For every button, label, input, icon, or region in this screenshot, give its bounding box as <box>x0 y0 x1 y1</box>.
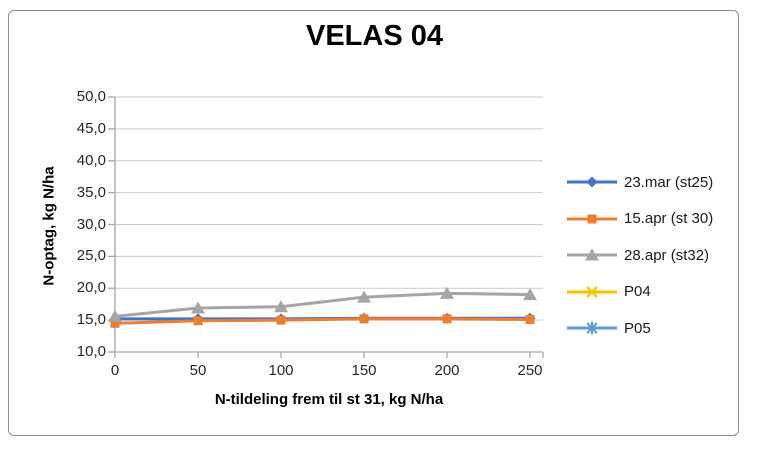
chart-title: VELAS 04 <box>306 20 443 52</box>
legend-item-label: 23.mar (st25) <box>624 173 714 191</box>
legend-item: P05 <box>566 310 713 347</box>
x-tick-label: 0 <box>110 362 120 379</box>
legend-item: 23.mar (st25) <box>566 164 713 201</box>
y-tick-label: 25,0 <box>76 247 106 265</box>
y-tick-label: 40,0 <box>76 151 106 169</box>
x-tick-label: 50 <box>189 362 207 379</box>
triangle-marker-legend-icon <box>567 248 617 261</box>
legend-item-label: 15.apr (st 30) <box>624 210 714 228</box>
legend-item-label: P04 <box>624 283 651 301</box>
chart-area-border <box>8 10 739 436</box>
legend-item: P04 <box>566 274 713 311</box>
y-tick-label: 20,0 <box>76 279 106 297</box>
y-tick-label: 50,0 <box>76 88 106 105</box>
legend-item-label: P05 <box>624 319 651 337</box>
diamond-marker-legend-icon <box>567 176 617 188</box>
x-marker-legend-icon <box>567 286 617 298</box>
x-tick-label: 250 <box>517 362 543 379</box>
x-tick-label: 150 <box>351 362 377 379</box>
asterisk-marker-legend-icon <box>567 321 617 335</box>
y-tick-label: 30,0 <box>76 215 106 233</box>
y-tick-label: 15,0 <box>76 311 106 329</box>
legend-item-label: 28.apr (st32) <box>624 246 710 264</box>
x-tick-label: 200 <box>434 362 460 379</box>
x-axis-title: N-tildeling frem til st 31, kg N/ha <box>214 391 444 408</box>
y-tick-label: 10,0 <box>76 343 106 360</box>
legend: 23.mar (st25) 15.apr (st 30) 28.apr (st32)… <box>566 164 713 347</box>
square-marker-legend-icon <box>567 214 617 224</box>
x-tick-label: 100 <box>268 362 294 379</box>
y-tick-label: 45,0 <box>76 119 106 137</box>
legend-item: 28.apr (st32) <box>566 237 713 274</box>
legend-item: 15.apr (st 30) <box>566 201 713 238</box>
y-tick-label: 35,0 <box>76 183 106 201</box>
